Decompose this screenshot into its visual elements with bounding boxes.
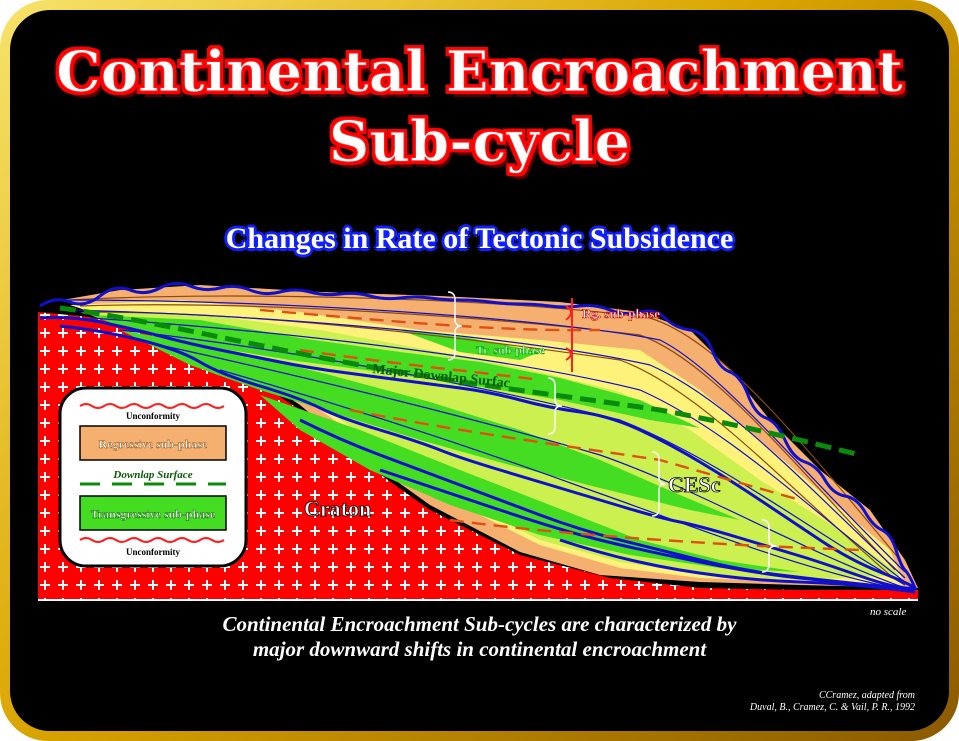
credit: CCramez, adapted from Duval, B., Cramez,… [750, 690, 915, 714]
caption-line-1: Continental Encroachment Sub-cycles are … [222, 612, 737, 636]
slide-title-line-1: Continental Encroachment [56, 39, 904, 105]
legend-downlap: Downlap Surface [112, 469, 192, 481]
slide-subtitle: Changes in Rate of Tectonic Subsidence [225, 222, 734, 255]
slide-title-line-2: Sub-cycle [328, 109, 631, 175]
cesc-label: CESc [668, 472, 721, 497]
legend-regressive: Regressive sub-phase [99, 437, 208, 451]
legend-unconformity-bottom: Unconformity [126, 547, 180, 557]
legend-box: Unconformity Regressive sub-phase Downla… [58, 386, 248, 568]
credit-line-1: CCramez, adapted from [818, 690, 915, 701]
top-unconformity [39, 281, 918, 591]
legend-transgressive: Transgressive sub-phase [91, 507, 216, 521]
craton-label: Craton [304, 496, 371, 521]
legend-unconformity-top: Unconformity [126, 411, 180, 421]
no-scale-note: no scale [870, 606, 907, 618]
tr-subphase-label: Tr. sub-phase [476, 343, 545, 357]
caption: Continental Encroachment Sub-cycles are … [0, 612, 959, 662]
caption-line-2: major downward shifts in continental enc… [252, 637, 707, 661]
rg-subphase-label: Rg. sub-phase [582, 306, 660, 321]
credit-line-2: Duval, B., Cramez, C. & Vail, P. R., 199… [749, 702, 915, 713]
major-downlap-surface [59, 305, 861, 458]
